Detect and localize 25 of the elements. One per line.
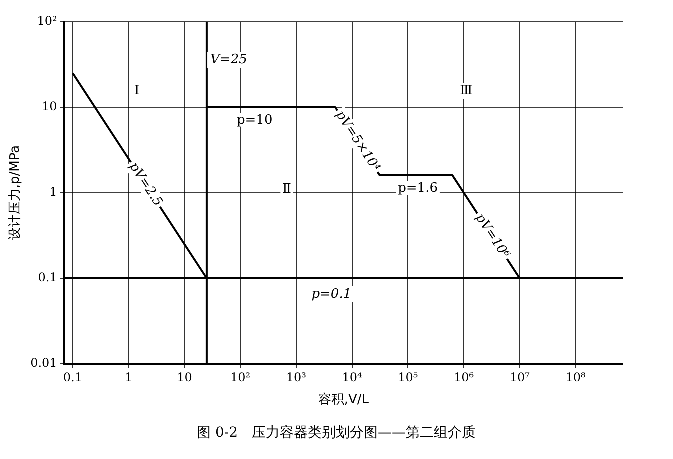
annotation: p=1.6 <box>398 180 438 196</box>
x-tick-label: 10⁵ <box>398 370 418 384</box>
y-axis-title: 设计压力,p/MPa <box>8 145 24 241</box>
x-tick-label: 10³ <box>286 370 307 384</box>
y-tick-label: 0.1 <box>38 270 58 285</box>
x-tick-label: 10⁷ <box>510 370 530 384</box>
x-tick-label: 10 <box>177 370 192 384</box>
y-tick-label: 10 <box>42 100 58 114</box>
y-tick-label: 1 <box>50 185 58 200</box>
x-tick-label: 10² <box>230 370 251 384</box>
x-tick-label: 0.1 <box>63 370 83 384</box>
annotation: Ⅱ <box>282 182 292 197</box>
annotation: Ⅲ <box>460 84 473 99</box>
y-tick-label: 0.01 <box>30 356 58 370</box>
annotation: Ⅰ <box>134 84 140 99</box>
caption: 图 0-2 压力容器类别划分图——第二组介质 <box>196 424 477 442</box>
x-axis-title: 容积,V/L <box>318 392 370 408</box>
x-tick-label: 10⁴ <box>342 370 363 384</box>
ref-line-label: p=0.1 <box>312 286 352 302</box>
annotation: p=10 <box>236 112 273 128</box>
x-tick-label: 1 <box>125 370 133 384</box>
ref-line-label: V=25 <box>210 52 248 68</box>
x-tick-label: 10⁸ <box>566 370 586 384</box>
x-tick-label: 10⁶ <box>454 370 474 384</box>
y-tick-label: 10² <box>37 14 58 28</box>
